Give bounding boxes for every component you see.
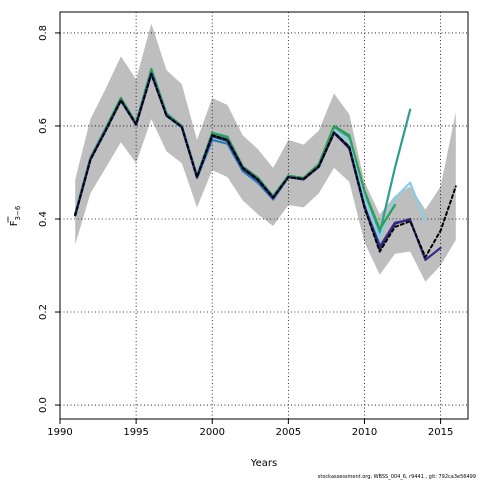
x-tick-label: 1990 bbox=[47, 427, 72, 438]
footer-note: stockassessment.org, WBSS_004_6, r9441 ,… bbox=[318, 474, 476, 480]
y-axis-label-main: F bbox=[9, 220, 20, 226]
x-tick-label: 2015 bbox=[428, 427, 453, 438]
tick-layer: 1990 1995 2000 2005 2010 2015 0.0 0.2 0.4 0.6 0.8 bbox=[38, 25, 453, 438]
x-tick-label: 2000 bbox=[200, 427, 225, 438]
confidence-band-layer bbox=[75, 23, 456, 282]
y-tick-label: 0.0 bbox=[38, 397, 49, 413]
y-tick-label: 0.8 bbox=[38, 25, 49, 41]
series-layer bbox=[74, 68, 457, 262]
x-axis-label: Years bbox=[250, 458, 277, 469]
y-tick-label: 0.4 bbox=[38, 211, 49, 227]
plot-frame bbox=[59, 11, 469, 420]
confidence-band bbox=[75, 23, 456, 282]
y-axis-label: F3−6 bbox=[7, 205, 22, 226]
svg-text:F3−6: F3−6 bbox=[9, 205, 22, 226]
y-tick-label: 0.2 bbox=[38, 304, 49, 320]
y-tick-label: 0.6 bbox=[38, 118, 49, 134]
x-tick-label: 2010 bbox=[352, 427, 377, 438]
x-tick-label: 2005 bbox=[276, 427, 301, 438]
series-line-7 bbox=[74, 72, 457, 259]
y-axis-label-sub: 3−6 bbox=[14, 205, 22, 220]
x-tick-label: 1995 bbox=[123, 427, 148, 438]
